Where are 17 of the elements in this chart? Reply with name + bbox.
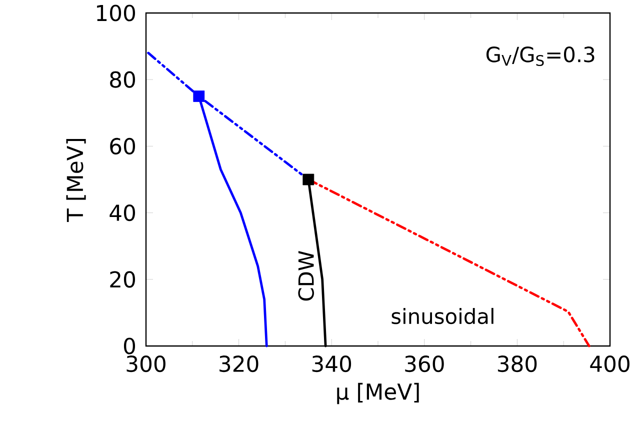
y-tick-label: 20 (110, 271, 136, 288)
y-tick-label: 0 (124, 338, 136, 354)
y-axis-title: T [MeV] (66, 138, 86, 222)
x-tick-label: 360 (405, 356, 444, 372)
y-tick-label: 60 (110, 138, 136, 154)
annotation: G$_{V}$/G$_{S}$=0.3 (486, 46, 594, 66)
annotation: sinusoidal (392, 308, 494, 324)
y-tick-label: 40 (110, 204, 136, 222)
x-tick-label: 300 (126, 356, 166, 372)
x-tick-label: 380 (498, 356, 537, 372)
x-axis-title: μ [MeV] (337, 382, 419, 404)
x-tick-label: 340 (312, 356, 352, 372)
x-tick-label: 400 (590, 356, 630, 372)
x-tick-label: 320 (220, 356, 258, 372)
annotation: CDW (298, 251, 314, 301)
y-tick-label: 80 (110, 71, 136, 88)
y-tick-label: 100 (97, 4, 136, 22)
